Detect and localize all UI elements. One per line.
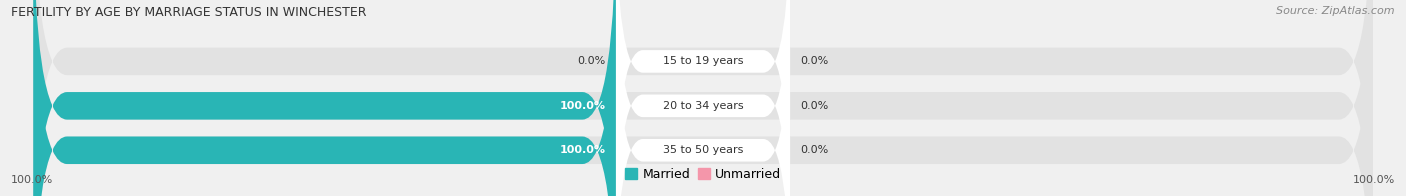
FancyBboxPatch shape [34,0,1372,196]
Text: 0.0%: 0.0% [800,101,828,111]
Text: 15 to 19 years: 15 to 19 years [662,56,744,66]
Text: 20 to 34 years: 20 to 34 years [662,101,744,111]
Text: 0.0%: 0.0% [800,56,828,66]
Text: 100.0%: 100.0% [1353,175,1395,185]
Text: FERTILITY BY AGE BY MARRIAGE STATUS IN WINCHESTER: FERTILITY BY AGE BY MARRIAGE STATUS IN W… [11,6,367,19]
Text: 100.0%: 100.0% [560,101,606,111]
FancyBboxPatch shape [616,0,790,196]
FancyBboxPatch shape [616,0,790,196]
Text: 35 to 50 years: 35 to 50 years [662,145,744,155]
Text: 100.0%: 100.0% [11,175,53,185]
Legend: Married, Unmarried: Married, Unmarried [620,163,786,186]
FancyBboxPatch shape [34,0,616,196]
FancyBboxPatch shape [34,0,1372,196]
FancyBboxPatch shape [34,0,1372,196]
Text: Source: ZipAtlas.com: Source: ZipAtlas.com [1277,6,1395,16]
Text: 0.0%: 0.0% [578,56,606,66]
FancyBboxPatch shape [34,0,616,196]
FancyBboxPatch shape [616,0,790,196]
Text: 0.0%: 0.0% [800,145,828,155]
Text: 100.0%: 100.0% [560,145,606,155]
